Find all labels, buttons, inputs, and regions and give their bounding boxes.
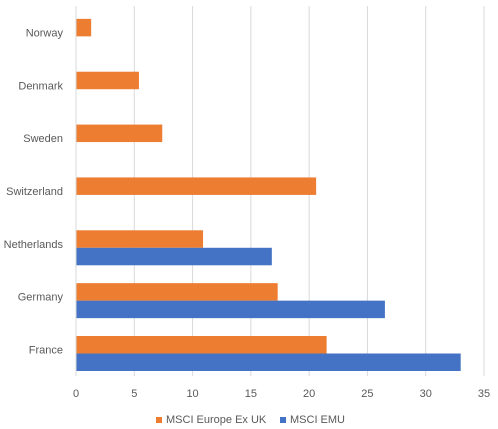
x-tick-label: 30 <box>420 388 432 400</box>
category-label: Switzerland <box>6 186 63 198</box>
legend-swatch <box>156 417 162 423</box>
bar-europe-ex-uk <box>76 71 139 90</box>
bar-europe-ex-uk <box>76 283 278 301</box>
legend-swatch <box>280 417 286 423</box>
category-label: Denmark <box>18 80 63 92</box>
category-label: Netherlands <box>4 239 64 251</box>
x-tick-label: 20 <box>303 388 315 400</box>
x-tick-label: 0 <box>73 388 79 400</box>
legend-label: MSCI Europe Ex UK <box>166 414 267 426</box>
bar-europe-ex-uk <box>76 230 204 248</box>
bar-europe-ex-uk <box>76 18 92 37</box>
tick-labels: 0 5 10 15 20 25 30 35 <box>73 388 490 400</box>
bar-europe-ex-uk <box>76 177 317 195</box>
legend: MSCI Europe Ex UK MSCI EMU <box>156 414 345 426</box>
bars <box>76 18 461 371</box>
legend-label: MSCI EMU <box>290 414 345 426</box>
bar-msci-emu <box>76 353 461 371</box>
category-label: Germany <box>18 292 64 304</box>
bar-msci-emu <box>76 247 272 266</box>
x-tick-label: 5 <box>131 388 137 400</box>
x-tick-label: 25 <box>361 388 373 400</box>
bar-europe-ex-uk <box>76 124 163 143</box>
category-label: Sweden <box>23 133 63 145</box>
x-tick-label: 15 <box>245 388 257 400</box>
bar-europe-ex-uk <box>76 336 327 354</box>
category-label: France <box>29 345 63 357</box>
category-label: Norway <box>26 27 64 39</box>
x-tick-label: 10 <box>186 388 198 400</box>
x-tick-label: 35 <box>478 388 490 400</box>
category-labels: France Germany Netherlands Switzerland Swede… <box>4 27 64 356</box>
bar-msci-emu <box>76 300 385 319</box>
